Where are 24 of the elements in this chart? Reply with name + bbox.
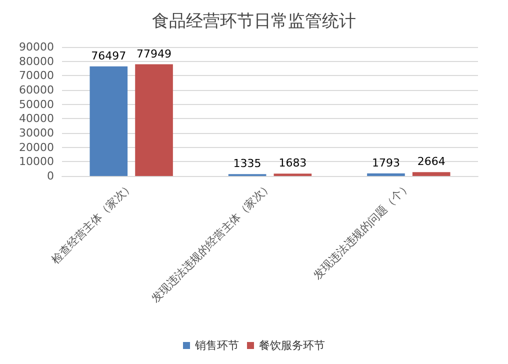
data-label: 1683 xyxy=(278,156,307,170)
data-label: 1335 xyxy=(233,157,262,170)
y-tick-label: 80000 xyxy=(19,54,54,68)
bar xyxy=(367,173,405,176)
y-tick-label: 70000 xyxy=(19,69,54,82)
y-tick-label: 10000 xyxy=(19,155,54,168)
data-label: 2664 xyxy=(417,155,446,168)
y-tick-label: 50000 xyxy=(19,98,54,111)
legend-label: 餐饮服务环节 xyxy=(259,339,325,352)
y-tick-label: 30000 xyxy=(19,126,54,140)
y-tick-label: 20000 xyxy=(19,140,54,154)
chart-title: 食品经营环节日常监管统计 xyxy=(152,12,356,32)
y-tick-label: 90000 xyxy=(19,40,54,54)
x-tick-label: 发现违法违规的经营主体（家次） xyxy=(148,179,275,306)
data-label: 76497 xyxy=(91,49,126,62)
bar xyxy=(135,64,173,176)
data-label: 77949 xyxy=(136,47,172,60)
bar xyxy=(90,66,128,176)
bar xyxy=(412,172,450,176)
x-tick-label: 发现违法违规的问题（个） xyxy=(310,179,414,282)
y-tick-label: 60000 xyxy=(19,84,54,96)
data-label: 1793 xyxy=(372,156,400,170)
y-tick-label: 40000 xyxy=(19,112,54,126)
legend-label: 销售环节 xyxy=(194,339,239,352)
